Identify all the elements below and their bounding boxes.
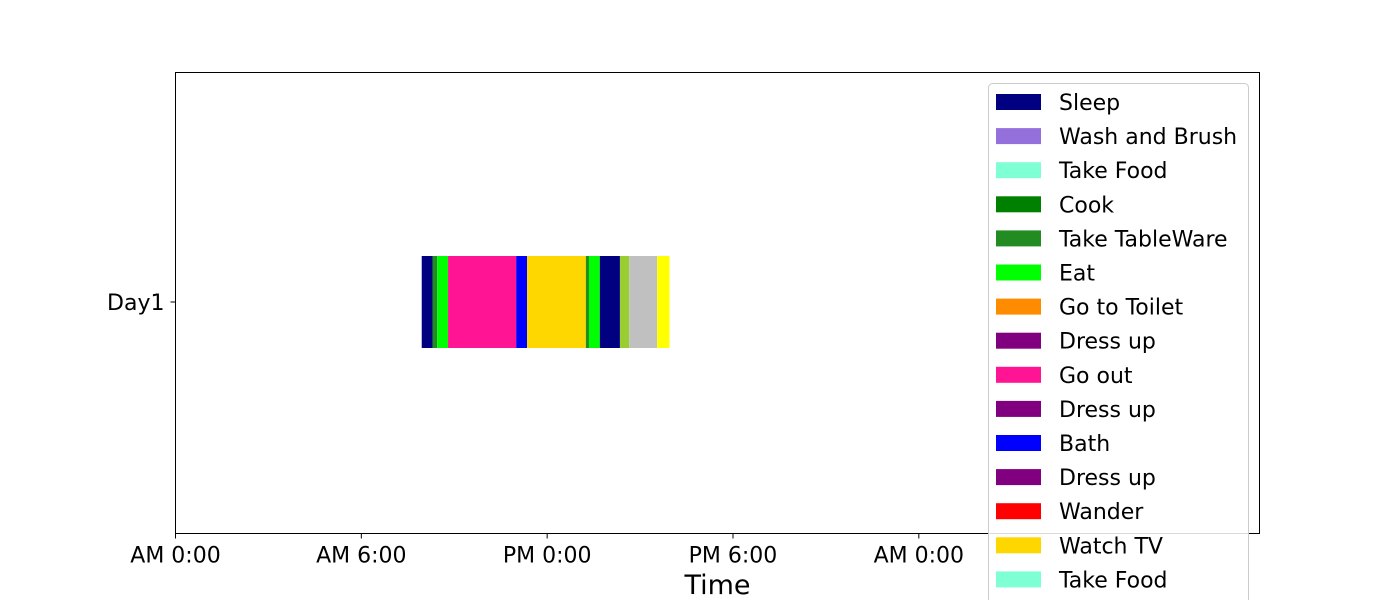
timeline-segment	[516, 256, 528, 348]
legend-label: Dress up	[1059, 330, 1156, 355]
x-tick-label: AM 0:00	[874, 544, 964, 569]
legend-swatch	[996, 196, 1041, 213]
legend-swatch	[996, 128, 1041, 145]
y-tick-label: Day1	[107, 291, 164, 316]
x-tick-label: PM 6:00	[689, 544, 778, 569]
legend-swatch	[996, 469, 1041, 486]
legend-swatch	[996, 366, 1041, 383]
legend-swatch	[996, 571, 1041, 588]
timeline-segment	[599, 256, 620, 348]
legend-label: Bath	[1059, 432, 1110, 457]
legend-swatch	[996, 230, 1041, 247]
timeline-segment	[588, 256, 600, 348]
timeline-segment	[448, 256, 517, 348]
legend-swatch	[996, 94, 1041, 110]
legend-label: Dress up	[1059, 466, 1156, 491]
timeline-segment	[629, 256, 658, 348]
legend-label: Watch TV	[1059, 534, 1163, 559]
legend-label: Wash and Brush	[1059, 125, 1237, 150]
timeline-segment	[619, 256, 630, 348]
timeline-segment	[585, 256, 589, 348]
timeline-segment	[437, 256, 449, 348]
axis-ticks-layer: AM 0:00 AM 6:00 PM 0:00 PM 6:00 AM 0:00 Day1	[107, 291, 964, 569]
legend-swatch	[996, 162, 1041, 179]
x-axis-label: Time	[683, 570, 750, 600]
plot-area-frame	[175, 72, 1260, 534]
legend-label: Go to Toilet	[1059, 296, 1184, 321]
legend-label: Wander	[1059, 500, 1144, 525]
x-tick-label: AM 0:00	[130, 544, 220, 569]
legend-swatch	[996, 298, 1041, 315]
timeline-segment	[527, 256, 586, 348]
legend-label: Sleep	[1059, 91, 1120, 116]
legend-label: Cook	[1059, 193, 1114, 218]
segments-layer	[421, 256, 670, 348]
x-tick-label: AM 6:00	[316, 544, 406, 569]
legend-swatch	[996, 400, 1041, 417]
legend-swatch	[996, 503, 1041, 520]
legend-swatch	[996, 264, 1041, 281]
legend-label: Eat	[1059, 262, 1095, 287]
legend-label: Take TableWare	[1058, 227, 1228, 252]
x-tick-label: PM 0:00	[503, 544, 592, 569]
legend: Sleep Wash and Brush Take Food Cook Take Tab…	[988, 83, 1249, 600]
legend-swatch	[996, 435, 1041, 451]
legend-box	[988, 83, 1249, 600]
legend-label: Take Food	[1058, 568, 1168, 593]
timeline-segment	[432, 256, 438, 348]
timeline-segment	[657, 256, 670, 348]
legend-swatch	[996, 537, 1041, 554]
legend-swatch	[996, 332, 1041, 349]
timeline-segment	[421, 256, 433, 348]
legend-label: Take Food	[1058, 159, 1168, 184]
legend-label: Dress up	[1059, 398, 1156, 423]
legend-label: Go out	[1059, 364, 1133, 389]
